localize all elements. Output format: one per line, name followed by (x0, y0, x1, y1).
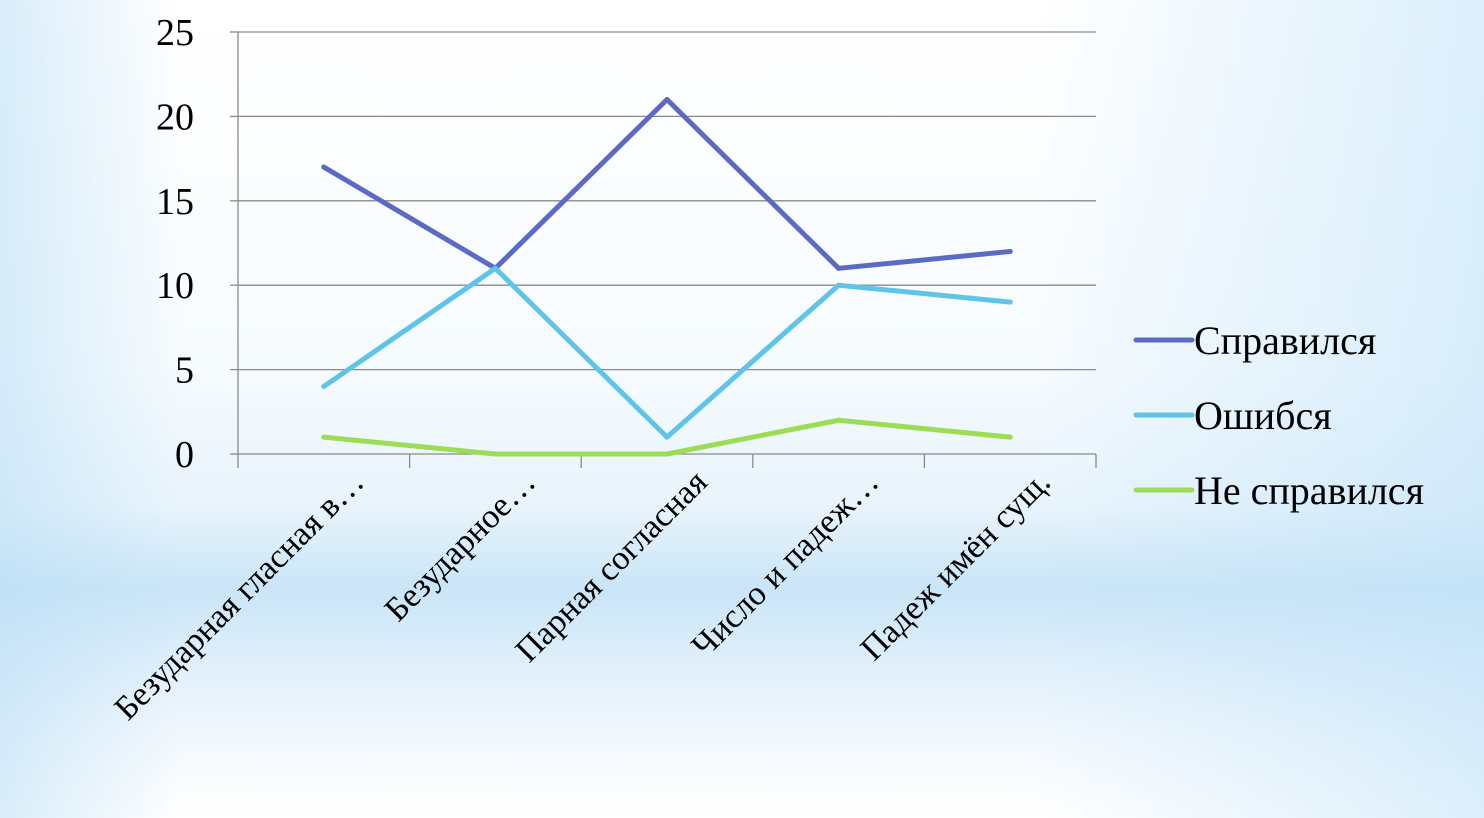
data-point (836, 417, 842, 423)
x-category-label: Безударная гласная в… (108, 463, 372, 727)
data-point (1007, 434, 1013, 440)
x-category-label: Число и падеж… (685, 463, 886, 664)
legend-label: Ошибся (1194, 393, 1332, 438)
background-glow (0, 0, 180, 818)
gridlines (238, 31, 1096, 371)
data-point (321, 164, 327, 170)
x-category-label: Падеж имён сущ. (854, 463, 1058, 667)
series-line (321, 97, 1013, 271)
legend-label: Не справился (1194, 468, 1424, 513)
legend: Справился Ошибся Не справился (1133, 318, 1424, 513)
data-point (321, 434, 327, 440)
y-tick-label: 0 (175, 434, 194, 476)
data-point (492, 451, 498, 457)
y-tick-label: 20 (156, 96, 194, 138)
series-lines (321, 97, 1013, 457)
legend-label: Справился (1194, 318, 1376, 363)
data-point (664, 451, 670, 457)
data-point (836, 282, 842, 288)
data-point (664, 434, 670, 440)
y-axis-tick-labels: 0 5 10 15 20 25 (156, 12, 194, 476)
data-point (321, 383, 327, 389)
y-tick-label: 5 (175, 350, 194, 392)
y-tick-label: 25 (156, 12, 194, 54)
axes (230, 31, 1097, 468)
data-point (1007, 299, 1013, 305)
data-point (1007, 248, 1013, 254)
y-tick-label: 10 (156, 265, 194, 307)
data-point (836, 265, 842, 271)
data-point (492, 265, 498, 271)
x-category-label: Безударное… (378, 463, 543, 628)
y-tick-label: 15 (156, 181, 194, 223)
series-line (321, 265, 1013, 440)
x-axis-tick-labels: Безударная гласная в… Безударное…Парная с… (108, 463, 1058, 727)
data-point (664, 97, 670, 103)
